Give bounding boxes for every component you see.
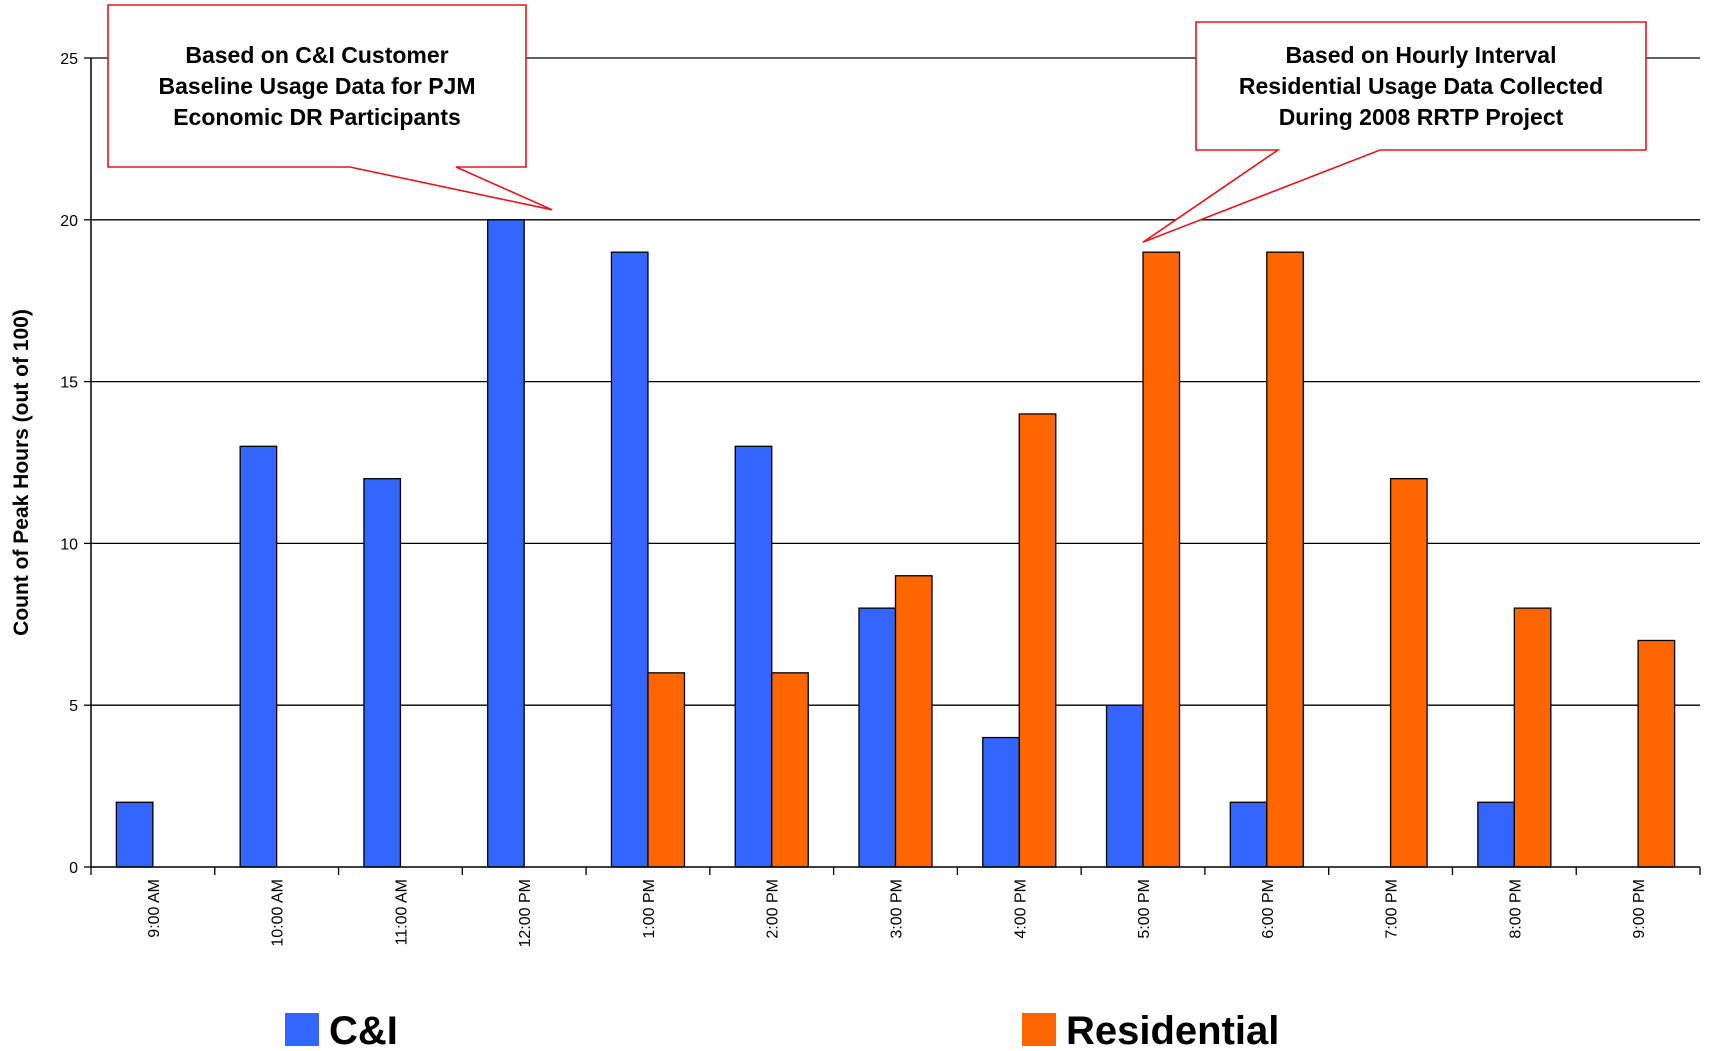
x-tick-label-10-00-am: 10:00 AM <box>270 879 287 947</box>
bar-residential-2-00-pm <box>771 672 809 868</box>
x-tick-label-8-00-pm: 8:00 PM <box>1507 879 1524 939</box>
callout-1-line-2: Baseline Usage Data for PJM <box>158 73 475 99</box>
bar-candi-3-00-pm <box>858 607 897 868</box>
callout-1-line-3: Economic DR Participants <box>173 104 461 130</box>
bar-candi-11-00-am <box>363 478 402 868</box>
bar-candi-8-00-pm <box>1477 801 1515 868</box>
bar-residential-4-00-pm <box>1018 413 1057 868</box>
legend-label-candi: C&I <box>329 1009 398 1051</box>
y-tick-label-25: 25 <box>60 51 78 68</box>
x-tick-label-2-00-pm: 2:00 PM <box>765 879 782 939</box>
bars <box>115 219 1676 868</box>
bar-candi-6-00-pm <box>1229 801 1268 868</box>
bar-candi-10-00-am <box>239 445 278 868</box>
bar-residential-8-00-pm <box>1513 607 1552 868</box>
bar-candi-4-00-pm <box>982 736 1020 868</box>
bar-residential-9-00-pm <box>1637 639 1676 868</box>
callout-2-line-2: Residential Usage Data Collected <box>1239 73 1603 99</box>
x-tick-label-3-00-pm: 3:00 PM <box>889 879 906 939</box>
x-tick-label-11-00-am: 11:00 AM <box>393 879 410 945</box>
callout-box-1 <box>107 4 553 211</box>
bar-candi-1-00-pm <box>610 251 649 868</box>
legend: C&I Residential <box>285 1009 1279 1051</box>
x-tick-label-9-00-pm: 9:00 PM <box>1631 879 1648 939</box>
y-axis-title: Count of Peak Hours (out of 100) <box>10 309 33 636</box>
callout-2-line-3: During 2008 RRTP Project <box>1279 104 1564 130</box>
legend-swatch-residential <box>1022 1013 1056 1046</box>
bar-residential-7-00-pm <box>1389 478 1428 868</box>
callout-box-2 <box>1142 21 1647 243</box>
x-tick-label-6-00-pm: 6:00 PM <box>1260 879 1277 939</box>
y-tick-label-15: 15 <box>60 375 78 392</box>
bar-candi-2-00-pm <box>734 445 773 868</box>
x-tick-label-7-00-pm: 7:00 PM <box>1384 879 1401 939</box>
y-tick-label-10: 10 <box>60 536 78 553</box>
x-tick-label-5-00-pm: 5:00 PM <box>1136 879 1153 939</box>
y-tick-labels: 0 5 10 15 20 25 <box>60 51 78 877</box>
legend-swatch-candi <box>285 1013 319 1046</box>
callouts: Based on C&I Customer Baseline Usage Data… <box>107 4 1647 243</box>
legend-label-residential: Residential <box>1066 1009 1279 1051</box>
callout-2-line-1: Based on Hourly Interval <box>1286 42 1557 68</box>
bar-candi-5-00-pm <box>1105 704 1144 868</box>
bar-candi-9-00-am <box>115 801 154 868</box>
bar-residential-6-00-pm <box>1266 251 1304 868</box>
x-tick-label-1-00-pm: 1:00 PM <box>641 879 658 939</box>
callout-1-line-1: Based on C&I Customer <box>185 42 448 68</box>
x-tick-label-12-00-pm: 12:00 PM <box>517 879 534 947</box>
x-tick-labels: 9:00 AM 10:00 AM 11:00 AM 12:00 PM 1:00 PM 2:… <box>146 879 1648 947</box>
y-tick-label-20: 20 <box>60 213 78 230</box>
bar-residential-1-00-pm <box>647 672 686 868</box>
y-tick-label-0: 0 <box>69 860 78 877</box>
axes <box>84 57 1701 875</box>
x-tick-label-9-00-am: 9:00 AM <box>146 879 163 938</box>
x-tick-label-4-00-pm: 4:00 PM <box>1012 879 1029 939</box>
y-tick-label-5: 5 <box>69 698 78 715</box>
bar-candi-12-00-pm <box>487 219 525 868</box>
bar-residential-3-00-pm <box>894 575 933 868</box>
bar-residential-5-00-pm <box>1142 251 1181 868</box>
